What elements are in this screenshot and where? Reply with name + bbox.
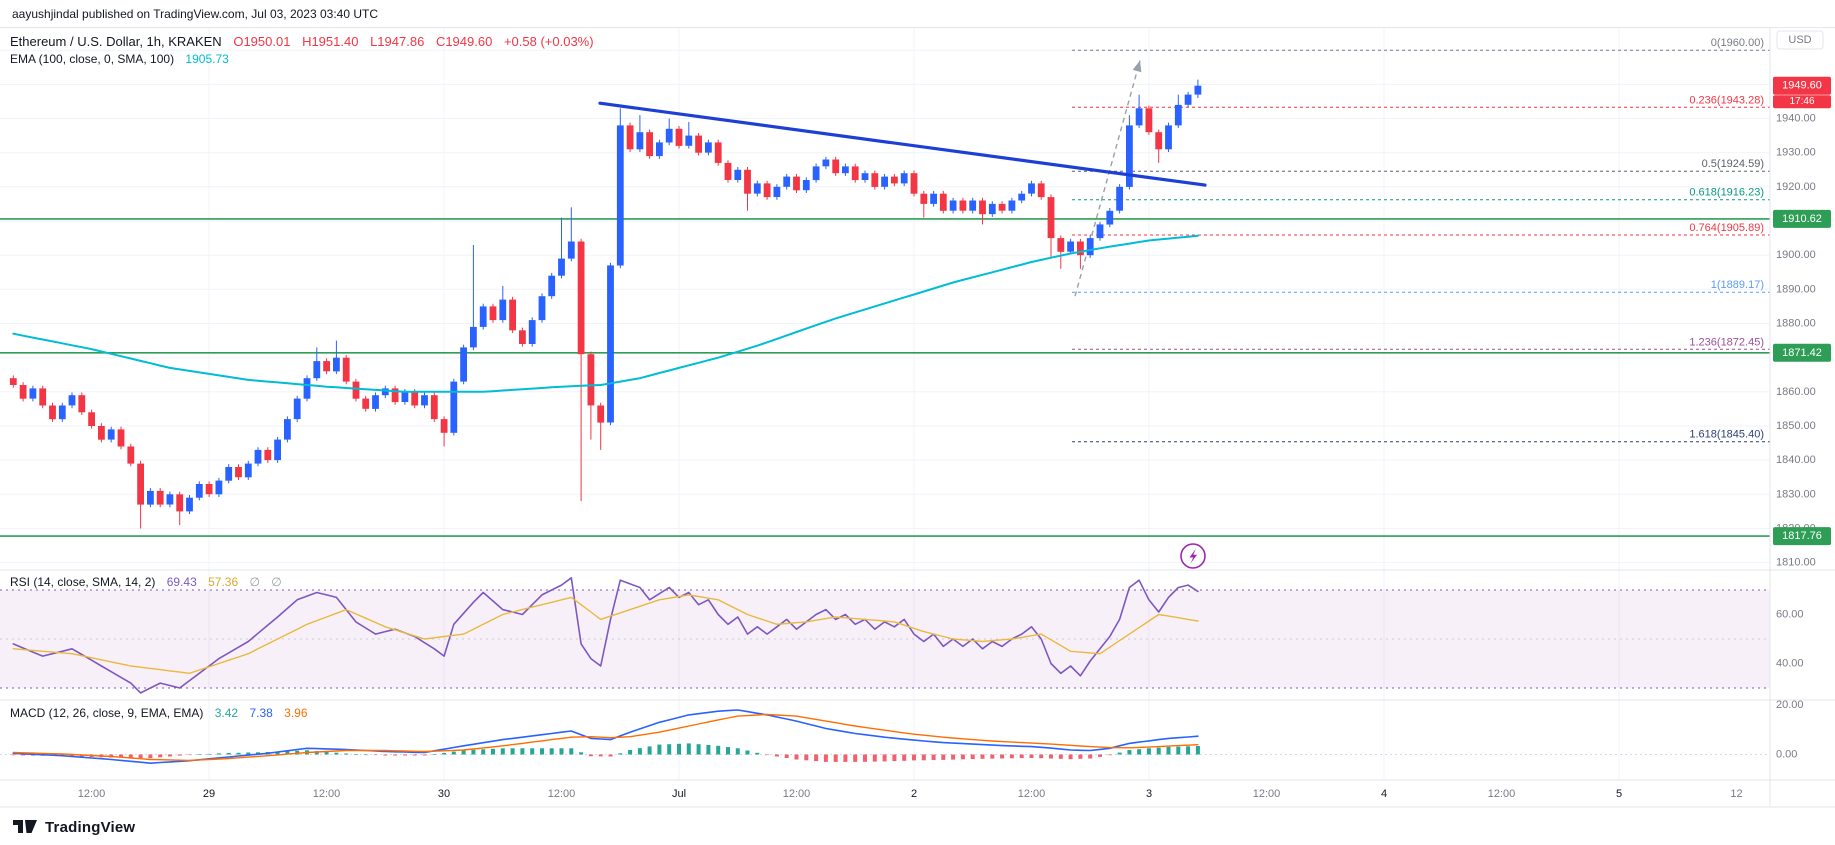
svg-text:12:00: 12:00: [783, 788, 811, 800]
time-scale[interactable]: 12:00 29 12:00 30 12:00 Jul 12:00 2 12:00 3 12:00 4…: [78, 788, 1743, 800]
rsi-label[interactable]: RSI (14, close, SMA, 14, 2): [10, 575, 156, 589]
ohlc-close: C1949.60: [435, 34, 493, 49]
rsi-lower-band-value: ∅: [271, 575, 282, 589]
svg-text:USD: USD: [1788, 34, 1811, 46]
macd-legend: MACD (12, 26, close, 9, EMA, EMA) 3.42 7…: [10, 706, 308, 720]
svg-text:1890.00: 1890.00: [1776, 283, 1816, 295]
svg-text:1871.42: 1871.42: [1782, 347, 1822, 359]
svg-text:1817.76: 1817.76: [1782, 530, 1822, 542]
pane-separators[interactable]: [0, 28, 1835, 808]
ohlc-high: H1951.40: [302, 34, 359, 49]
rsi-value: 69.43: [166, 575, 197, 589]
svg-text:12:00: 12:00: [313, 788, 341, 800]
svg-text:60.00: 60.00: [1776, 609, 1804, 621]
svg-text:0.236(1943.28): 0.236(1943.28): [1689, 94, 1764, 106]
candlestick-series[interactable]: [9, 79, 1202, 529]
svg-text:1850.00: 1850.00: [1776, 420, 1816, 432]
svg-text:1810.00: 1810.00: [1776, 557, 1816, 569]
svg-text:12: 12: [1730, 788, 1742, 800]
ohlc-open: O1950.01: [233, 34, 291, 49]
svg-text:12:00: 12:00: [1488, 788, 1516, 800]
price-scale[interactable]: USD 1940.00 1930.00 1920.00 1900.00 1890.00 18…: [1773, 30, 1831, 761]
svg-text:Jul: Jul: [672, 788, 686, 800]
svg-text:1860.00: 1860.00: [1776, 386, 1816, 398]
svg-text:1910.62: 1910.62: [1782, 213, 1822, 225]
svg-text:4: 4: [1381, 788, 1387, 800]
svg-text:1840.00: 1840.00: [1776, 454, 1816, 466]
macd-signal-line[interactable]: [12, 713, 1199, 762]
symbol-legend: Ethereum / U.S. Dollar, 1h, KRAKEN O1950…: [10, 34, 594, 66]
ohlc-low: L1947.86: [370, 34, 425, 49]
trendline[interactable]: [598, 101, 1207, 187]
svg-text:29: 29: [203, 788, 215, 800]
rsi-ma-value: 57.36: [208, 575, 239, 589]
tradingview-logo-icon: [13, 820, 37, 833]
svg-text:1940.00: 1940.00: [1776, 113, 1816, 125]
ema-label[interactable]: EMA (100, close, 0, SMA, 100): [10, 52, 175, 66]
svg-text:1920.00: 1920.00: [1776, 181, 1816, 193]
svg-text:1.618(1845.40): 1.618(1845.40): [1689, 429, 1764, 441]
svg-text:20.00: 20.00: [1776, 699, 1804, 711]
svg-text:1830.00: 1830.00: [1776, 488, 1816, 500]
ema-line[interactable]: [12, 234, 1199, 393]
ema-value: 1905.73: [185, 52, 229, 66]
symbol-legend-row: Ethereum / U.S. Dollar, 1h, KRAKEN O1950…: [10, 34, 594, 49]
ema-legend-row: EMA (100, close, 0, SMA, 100) 1905.73: [10, 52, 594, 66]
macd-signal-value: 3.96: [284, 706, 308, 720]
svg-text:1(1889.17): 1(1889.17): [1711, 279, 1764, 291]
tradingview-logo[interactable]: TradingView: [12, 816, 135, 838]
svg-text:0.618(1916.23): 0.618(1916.23): [1689, 187, 1764, 199]
svg-text:12:00: 12:00: [78, 788, 106, 800]
price-change: +0.58 (+0.03%): [503, 34, 594, 49]
rsi-upper-band-value: ∅: [249, 575, 260, 589]
macd-label[interactable]: MACD (12, 26, close, 9, EMA, EMA): [10, 706, 204, 720]
svg-text:12:00: 12:00: [1018, 788, 1046, 800]
publish-info-bar: aayushjindal published on TradingView.co…: [0, 0, 1835, 28]
symbol-title[interactable]: Ethereum / U.S. Dollar, 1h, KRAKEN: [10, 34, 222, 49]
projection-arrow[interactable]: [1074, 60, 1142, 297]
svg-text:0.5(1924.59): 0.5(1924.59): [1702, 158, 1764, 170]
publish-info-text: aayushjindal published on TradingView.co…: [12, 6, 379, 21]
macd-line[interactable]: [12, 709, 1199, 765]
tradingview-logo-text: TradingView: [45, 818, 136, 836]
macd-line-value: 7.38: [249, 706, 273, 720]
svg-text:17:46: 17:46: [1789, 96, 1814, 107]
flash-icon[interactable]: [1180, 543, 1206, 569]
rsi-band: [0, 589, 1770, 689]
rsi-ma-line[interactable]: [12, 594, 1199, 674]
svg-text:12:00: 12:00: [1253, 788, 1281, 800]
svg-text:1880.00: 1880.00: [1776, 318, 1816, 330]
svg-text:1930.00: 1930.00: [1776, 147, 1816, 159]
svg-text:1900.00: 1900.00: [1776, 249, 1816, 261]
rsi-legend: RSI (14, close, SMA, 14, 2) 69.43 57.36 …: [10, 575, 282, 589]
support-lines[interactable]: [0, 218, 1770, 537]
chart-grid: [0, 28, 1770, 780]
svg-text:2: 2: [911, 788, 917, 800]
svg-text:0(1960.00): 0(1960.00): [1711, 37, 1764, 49]
svg-text:0.00: 0.00: [1776, 749, 1797, 761]
svg-text:30: 30: [438, 788, 450, 800]
svg-text:0.764(1905.89): 0.764(1905.89): [1689, 222, 1764, 234]
macd-hist-value: 3.42: [214, 706, 239, 720]
svg-text:3: 3: [1146, 788, 1152, 800]
svg-text:1.236(1872.45): 1.236(1872.45): [1689, 336, 1764, 348]
svg-text:40.00: 40.00: [1776, 658, 1804, 670]
rsi-line[interactable]: [12, 576, 1199, 694]
svg-text:1949.60: 1949.60: [1782, 80, 1822, 92]
svg-text:5: 5: [1616, 788, 1622, 800]
fib-retracement[interactable]: 0(1960.00) 0.236(1943.28) 0.5(1924.59) 0.61…: [1072, 37, 1770, 443]
svg-text:12:00: 12:00: [548, 788, 576, 800]
